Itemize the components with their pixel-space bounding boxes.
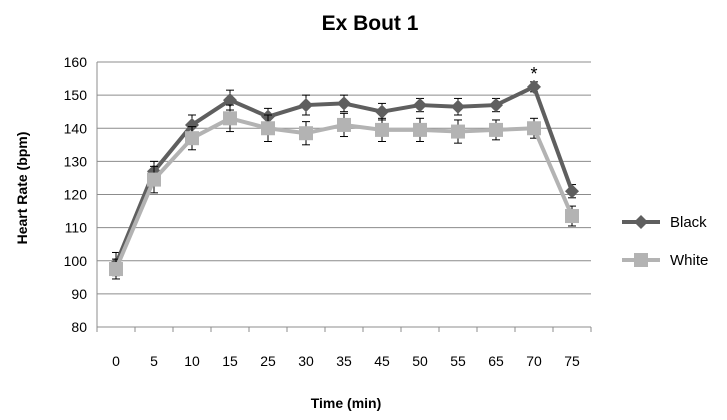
legend-marker-black: [634, 215, 648, 229]
data-point-white: [375, 122, 389, 137]
data-point-black: [527, 79, 541, 94]
y-tick-labels: 80 90 100 110 120 130 140 150 160: [64, 54, 88, 335]
y-tick-label-140: 140: [64, 120, 88, 136]
data-point-black: [489, 98, 503, 113]
data-point-white: [489, 122, 503, 137]
x-tick-label-45: 45: [374, 353, 390, 369]
x-axis-label: Time (min): [311, 395, 382, 411]
data-point-black: [413, 98, 427, 113]
x-tick-label-5: 5: [150, 353, 158, 369]
data-point-black: [565, 184, 579, 199]
y-tick-label-90: 90: [71, 286, 87, 302]
y-tick-label-110: 110: [65, 220, 88, 236]
data-point-black: [299, 98, 313, 113]
series-white: [109, 104, 579, 280]
annotations: *: [530, 64, 537, 84]
x-tick-label-75: 75: [564, 353, 580, 369]
data-point-black: [451, 99, 465, 114]
data-point-white: [109, 262, 123, 277]
significance-marker: *: [530, 64, 537, 84]
legend-item-black: Black: [622, 214, 707, 231]
x-tick-label-70: 70: [526, 353, 542, 369]
legend-item-white: White: [622, 252, 708, 269]
x-tick-labels: 0 5 10 15 25 30 35 45 50 55 65 70 75: [112, 353, 580, 369]
data-point-white: [261, 121, 275, 136]
gridlines: [97, 61, 591, 328]
chart-title: Ex Bout 1: [322, 12, 419, 35]
x-tick-label-0: 0: [112, 353, 120, 369]
data-point-white: [565, 209, 579, 224]
y-axis-label: Heart Rate (bpm): [14, 132, 30, 245]
data-point-black: [223, 93, 237, 108]
data-point-black: [337, 96, 351, 111]
x-tick-label-30: 30: [298, 353, 314, 369]
data-point-white: [527, 121, 541, 136]
data-point-white: [223, 111, 237, 126]
legend: Black White: [622, 214, 708, 269]
series-line-white: [114, 116, 574, 270]
y-tick-label-100: 100: [64, 253, 88, 269]
data-point-white: [413, 122, 427, 137]
legend-marker-white: [634, 253, 648, 267]
legend-label-white: White: [670, 252, 708, 269]
data-point-white: [185, 131, 199, 146]
x-tick-label-55: 55: [450, 353, 466, 369]
data-point-white: [299, 126, 313, 141]
data-point-black: [185, 117, 199, 132]
x-tick-label-50: 50: [412, 353, 428, 369]
series-black: [109, 79, 579, 277]
x-tick-label-35: 35: [336, 353, 352, 369]
axes: [96, 62, 592, 332]
data-point-white: [147, 172, 161, 187]
data-point-black: [375, 104, 389, 119]
x-tick-label-15: 15: [222, 353, 238, 369]
series: [109, 79, 579, 280]
x-tick-label-10: 10: [184, 353, 200, 369]
x-tick-label-65: 65: [488, 353, 504, 369]
data-point-white: [451, 124, 465, 139]
y-tick-label-80: 80: [71, 319, 87, 335]
y-tick-label-150: 150: [64, 87, 88, 103]
y-tick-label-120: 120: [64, 187, 88, 203]
legend-label-black: Black: [670, 214, 707, 231]
y-tick-label-130: 130: [64, 153, 88, 169]
data-point-white: [337, 117, 351, 132]
y-tick-label-160: 160: [64, 54, 88, 70]
x-tick-label-25: 25: [260, 353, 276, 369]
